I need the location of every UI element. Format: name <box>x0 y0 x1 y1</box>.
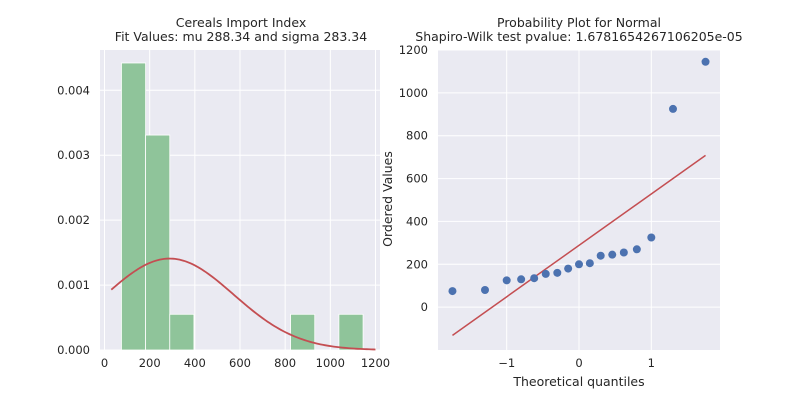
data-point <box>517 275 526 284</box>
histogram-y-tick-labels: 0.000 0.001 0.002 0.003 0.004 <box>57 83 90 357</box>
probability-plot-subtitle: Shapiro-Wilk test pvalue: 1.678165426710… <box>415 29 742 44</box>
data-point <box>669 104 677 113</box>
y-tick-label: 0.004 <box>57 83 90 97</box>
data-point <box>647 233 656 242</box>
data-point <box>596 251 605 260</box>
x-tick-label: 0 <box>101 356 108 370</box>
y-tick-label: 0.002 <box>57 213 90 227</box>
probability-x-tick-labels: −1 0 1 <box>498 356 655 370</box>
data-point <box>585 259 594 268</box>
data-point <box>502 276 511 285</box>
data-point <box>448 287 457 296</box>
x-tick-label: 1200 <box>361 356 390 370</box>
x-tick-label: 1000 <box>316 356 345 370</box>
y-tick-label: 200 <box>406 257 428 271</box>
ordered-value-points <box>448 57 710 296</box>
data-point <box>575 260 583 269</box>
y-tick-label: 0.003 <box>57 148 90 162</box>
y-tick-label: 400 <box>406 214 428 228</box>
x-tick-label: 400 <box>184 356 206 370</box>
y-axis-label: Ordered Values <box>380 151 395 247</box>
y-tick-label: 800 <box>406 129 428 143</box>
data-point <box>619 248 628 257</box>
x-tick-label: −1 <box>498 356 515 370</box>
x-tick-label: 0 <box>575 356 582 370</box>
histogram-chart: Cereals Import Index Fit Values: mu 288.… <box>57 15 390 370</box>
data-point <box>553 268 562 277</box>
histogram-bar <box>145 134 171 351</box>
y-tick-label: 0.001 <box>57 278 90 292</box>
x-tick-label: 600 <box>229 356 251 370</box>
probability-y-tick-labels: 0 200 400 600 800 1000 1200 <box>399 43 428 314</box>
y-tick-label: 0 <box>421 300 428 314</box>
x-tick-label: 200 <box>139 356 161 370</box>
y-tick-label: 600 <box>406 172 428 186</box>
y-tick-label: 0.000 <box>57 343 90 357</box>
data-point <box>632 245 641 254</box>
data-point <box>541 269 550 278</box>
x-axis-label: Theoretical quantiles <box>512 374 644 389</box>
histogram-bar <box>290 313 316 351</box>
histogram-x-tick-labels: 0 200 400 600 800 1000 1200 <box>101 356 390 370</box>
histogram-bar <box>169 313 195 351</box>
normal-fit-curve <box>110 257 376 351</box>
histogram-title: Cereals Import Index <box>176 15 306 30</box>
data-point <box>530 274 539 283</box>
probability-plot-title: Probability Plot for Normal <box>497 15 661 30</box>
data-point <box>564 264 573 273</box>
x-tick-label: 800 <box>274 356 296 370</box>
data-point <box>701 57 710 66</box>
probability-plot-chart: Probability Plot for Normal Shapiro-Wilk… <box>380 15 743 389</box>
histogram-bar <box>338 313 364 351</box>
histogram-subtitle: Fit Values: mu 288.34 and sigma 283.34 <box>115 29 367 44</box>
data-point <box>481 286 489 294</box>
y-tick-label: 1000 <box>399 86 428 100</box>
x-tick-label: 1 <box>648 356 655 370</box>
histogram-bars <box>121 62 364 351</box>
reference-fit-line <box>452 154 706 336</box>
data-point <box>608 250 617 259</box>
histogram-bar <box>121 62 147 351</box>
y-tick-label: 1200 <box>399 43 428 57</box>
